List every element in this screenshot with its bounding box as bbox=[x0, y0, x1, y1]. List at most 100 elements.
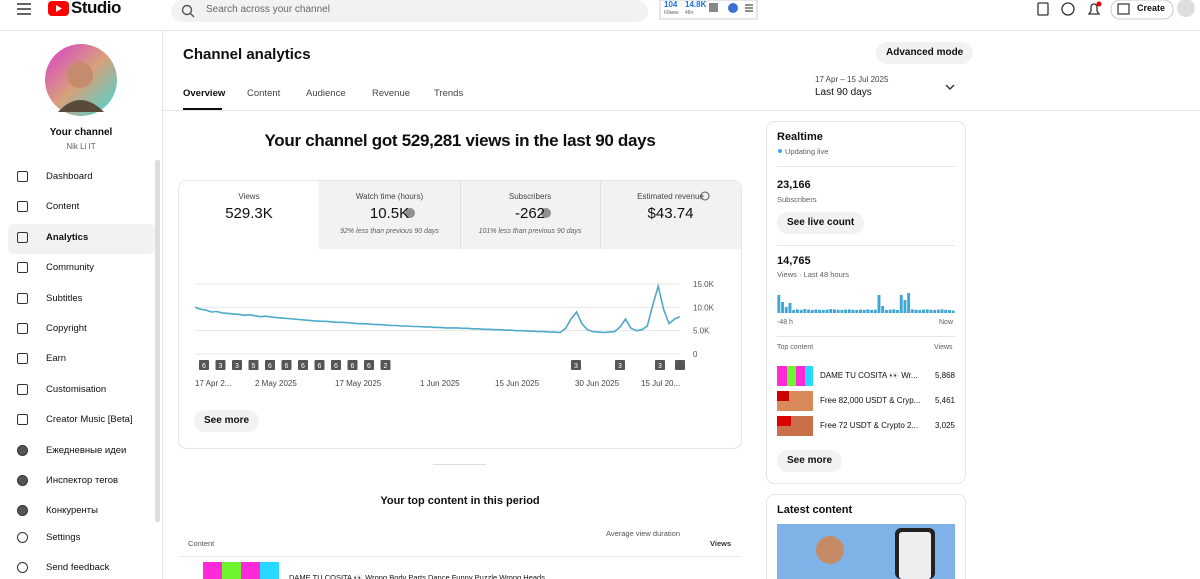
nav-item[interactable]: Earn bbox=[46, 353, 67, 365]
marker-label: 3 bbox=[235, 363, 239, 370]
realtime-title: Realtime bbox=[777, 131, 823, 143]
marker-label: 2 bbox=[384, 363, 388, 370]
hour-bar bbox=[951, 310, 955, 313]
item-views: 3,025 bbox=[934, 421, 955, 430]
subs-label: Subscribers bbox=[777, 195, 817, 204]
nav-icon bbox=[17, 171, 28, 182]
nav-item[interactable]: Settings bbox=[46, 532, 81, 543]
nav-icon bbox=[17, 383, 28, 395]
tab[interactable]: Trends bbox=[434, 88, 464, 99]
nav-item[interactable]: Copyright bbox=[46, 323, 87, 334]
upload-marker bbox=[215, 360, 226, 370]
see-more[interactable]: See more bbox=[194, 410, 260, 432]
channel-name: Nik Li IT bbox=[66, 142, 96, 151]
hour-bar bbox=[818, 309, 822, 313]
create-button[interactable]: Create bbox=[1137, 3, 1166, 13]
hour-bar bbox=[947, 310, 951, 313]
nav-icon bbox=[17, 323, 28, 334]
hour-bar bbox=[829, 309, 833, 313]
upload-marker bbox=[281, 360, 292, 370]
period[interactable]: Last 90 days bbox=[815, 87, 872, 98]
hour-bar bbox=[851, 309, 855, 313]
axis-label: Now bbox=[939, 319, 954, 326]
channel-title: Your channel bbox=[49, 127, 113, 138]
views-col: Views bbox=[934, 344, 953, 351]
tab[interactable]: Revenue bbox=[372, 88, 411, 99]
item-title[interactable]: DAME TU COSITA 👀 Wr... bbox=[820, 371, 918, 380]
hour-bar bbox=[888, 309, 892, 313]
upload-marker bbox=[248, 360, 259, 370]
nav-item[interactable]: Creator Music [Beta] bbox=[46, 414, 133, 426]
nav-item[interactable]: Send feedback bbox=[46, 562, 110, 573]
nav-item[interactable]: Community bbox=[46, 262, 95, 274]
hour-bar bbox=[844, 309, 848, 313]
realtime-status: Updating live bbox=[785, 147, 829, 156]
upload-marker bbox=[232, 360, 242, 370]
views-chart: 0 5.0K 10.0K 15.0K 6 3 3 5 6 6 6 6 6 6 6 2 3 3 3 17 Apr 2..… bbox=[194, 280, 715, 388]
col-header: Average view duration bbox=[605, 529, 681, 538]
tab[interactable]: Overview bbox=[183, 88, 226, 99]
nav-item[interactable]: Analytics bbox=[46, 231, 89, 243]
stat: 14.8K bbox=[685, 0, 707, 9]
nav-item[interactable]: Subtitles bbox=[46, 292, 83, 304]
metric-label: Views bbox=[238, 192, 260, 201]
upload-marker bbox=[331, 360, 341, 370]
item-title[interactable]: Free 82,000 USDT & Cryp... bbox=[820, 396, 921, 405]
see-more[interactable]: See more bbox=[777, 450, 843, 472]
hour-bar bbox=[922, 309, 925, 313]
hour-bar bbox=[899, 295, 903, 313]
views-line bbox=[194, 283, 681, 334]
col-header: Views bbox=[710, 539, 732, 548]
hour-bar bbox=[936, 309, 940, 313]
item-title[interactable]: Free 72 USDT & Crypto 2... bbox=[820, 421, 919, 430]
hour-bar bbox=[892, 309, 896, 313]
upload-marker bbox=[380, 360, 391, 370]
upload-marker bbox=[615, 360, 625, 370]
hour-bar bbox=[866, 309, 870, 313]
upload-marker bbox=[364, 360, 374, 370]
live-count[interactable]: See live count bbox=[777, 212, 865, 234]
hour-bar bbox=[870, 310, 874, 313]
search-box[interactable]: Search across your channel bbox=[206, 4, 330, 15]
metric-value: 10.5K bbox=[369, 205, 410, 222]
marker-label: 6 bbox=[268, 363, 272, 370]
nav-icon bbox=[17, 353, 28, 365]
y-tick-label: 15.0K bbox=[693, 280, 715, 289]
nav-item[interactable]: Конкуренты bbox=[46, 505, 98, 517]
hour-bar bbox=[896, 310, 899, 313]
hour-bar bbox=[792, 310, 796, 313]
col-header: Content bbox=[188, 539, 215, 548]
marker-label: 6 bbox=[334, 363, 338, 370]
hour-bar bbox=[847, 309, 851, 313]
marker-label: 3 bbox=[658, 363, 662, 370]
views-label: Views · Last 48 hours bbox=[777, 270, 849, 279]
nav-item[interactable]: Content bbox=[46, 201, 80, 213]
marker-label: 6 bbox=[301, 363, 305, 370]
nav-item[interactable]: Customisation bbox=[46, 383, 107, 395]
nav-item[interactable]: Ежедневные идеи bbox=[46, 444, 127, 456]
hour-bar bbox=[814, 309, 818, 313]
marker-label: 6 bbox=[202, 363, 206, 370]
marker-label: 3 bbox=[618, 363, 622, 370]
advanced-mode[interactable]: Advanced mode bbox=[876, 42, 974, 64]
tab[interactable]: Content bbox=[247, 88, 281, 99]
hour-bar bbox=[821, 310, 825, 313]
hour-bar bbox=[877, 295, 881, 313]
stat: 104 bbox=[664, 0, 678, 9]
nav-icon bbox=[17, 231, 28, 243]
hour-bar bbox=[929, 309, 933, 313]
hour-bar bbox=[788, 303, 792, 313]
metric-value: -262 bbox=[514, 205, 546, 222]
nav-item[interactable]: Инспектор тегов bbox=[46, 475, 119, 486]
hour-bar bbox=[807, 309, 810, 313]
upload-marker bbox=[571, 360, 581, 370]
upload-marker bbox=[265, 360, 275, 370]
nav-item[interactable]: Dashboard bbox=[46, 171, 93, 182]
x-tick-label: 30 Jun 2025 bbox=[575, 379, 620, 388]
tab[interactable]: Audience bbox=[306, 88, 346, 99]
item-views: 5,461 bbox=[934, 396, 955, 405]
marker-label: 3 bbox=[574, 363, 578, 370]
hour-bar bbox=[862, 309, 866, 313]
metric-label: Estimated revenue bbox=[637, 192, 704, 201]
